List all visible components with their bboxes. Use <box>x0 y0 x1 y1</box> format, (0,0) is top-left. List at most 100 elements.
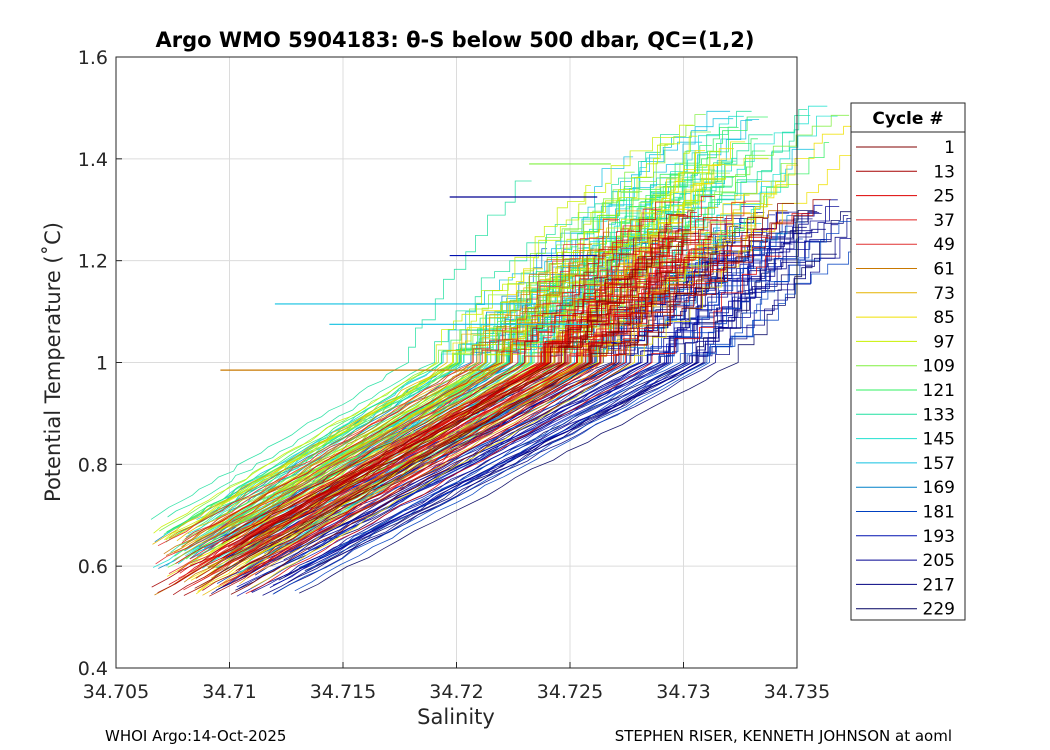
profile-curve <box>298 238 803 569</box>
profile-curve <box>304 263 777 571</box>
profile-curve <box>202 231 610 544</box>
profile-curve <box>195 262 727 579</box>
footer-credits: STEPHEN RISER, KENNETH JOHNSON at aoml <box>615 727 952 745</box>
profile-curve <box>245 163 798 555</box>
legend-label: 145 <box>923 430 955 450</box>
x-tick-label: 34.71 <box>202 681 256 703</box>
legend-label: 169 <box>923 478 955 498</box>
legend-label: 25 <box>933 187 955 207</box>
profile-curve <box>159 171 635 532</box>
profile-curve <box>251 224 839 593</box>
profile-curve <box>181 201 681 544</box>
profile-curve <box>157 220 655 547</box>
legend-label: 73 <box>933 284 955 304</box>
legend-label: 1 <box>944 138 955 158</box>
profile-curve <box>222 237 769 587</box>
legend-label: 229 <box>923 600 955 620</box>
profile-curve <box>250 224 867 593</box>
profile-curve <box>157 233 697 594</box>
legend-entries: 1 13 25 37 49 61 73 85 97 109 121 133 145 157 169 181 19… <box>856 138 955 620</box>
profile-curve <box>150 180 532 520</box>
profile-curve <box>250 116 885 589</box>
profile-curve <box>272 240 819 586</box>
profile-curve <box>226 230 692 542</box>
y-tick-label: 1 <box>96 353 108 375</box>
profile-curve <box>184 244 586 540</box>
profile-curve <box>236 150 766 532</box>
profile-curve <box>164 144 669 541</box>
profile-curve <box>169 191 643 532</box>
profile-curve <box>170 268 543 539</box>
x-tick-label: 34.73 <box>656 681 710 703</box>
profile-curve <box>227 237 656 548</box>
chart-title: Argo WMO 5904183: θ-S below 500 dbar, QC… <box>156 28 755 52</box>
profile-curve <box>230 203 795 595</box>
profile-curve <box>165 220 618 556</box>
profile-curve <box>153 137 676 534</box>
profile-curve <box>177 235 687 573</box>
profile-curve <box>205 114 850 533</box>
profile-curve <box>236 204 823 588</box>
legend: Cycle # 1 13 25 37 49 61 73 85 97 109 121 133 145 157… <box>850 102 966 621</box>
profile-curve <box>241 223 733 539</box>
profile-curve <box>272 221 856 595</box>
profile-curve <box>179 195 715 574</box>
profile-curve <box>194 216 764 589</box>
profile-curve <box>245 255 782 595</box>
profile-curve <box>207 150 721 531</box>
legend-box <box>850 102 966 621</box>
profile-curve <box>232 247 639 547</box>
profile-curve <box>183 265 681 596</box>
legend-label: 121 <box>923 381 955 401</box>
profile-curve <box>188 124 694 549</box>
profile-curve <box>273 213 822 594</box>
legend-label: 37 <box>933 211 955 231</box>
profile-curve <box>227 186 672 528</box>
legend-label: 205 <box>923 551 955 571</box>
profile-curve <box>184 208 661 550</box>
profile-curve <box>209 262 687 597</box>
profile-curve <box>235 211 818 591</box>
profile-curve <box>238 218 768 562</box>
footer-date: WHOI Argo:14-Oct-2025 <box>105 727 286 745</box>
x-tick-label: 34.705 <box>83 681 149 703</box>
profile-curve <box>186 226 672 575</box>
profile-curve <box>243 213 810 574</box>
profile-curve <box>235 240 764 572</box>
profile-curve <box>218 232 737 588</box>
y-tick-label: 0.4 <box>78 658 108 680</box>
x-tick-label: 34.715 <box>310 681 376 703</box>
profile-curve <box>269 243 793 588</box>
profile-curve <box>209 257 709 577</box>
profile-curve <box>226 255 607 537</box>
y-tick-label: 1.2 <box>78 251 108 273</box>
profile-curve <box>172 242 706 596</box>
y-axis-ticks: 0.4 0.6 0.8 1 1.2 1.4 1.6 <box>78 47 122 680</box>
legend-label: 109 <box>923 357 955 377</box>
curves <box>150 105 885 597</box>
legend-label: 217 <box>923 575 955 595</box>
legend-label: 193 <box>923 527 955 547</box>
legend-title: Cycle # <box>872 109 943 129</box>
profile-curve <box>215 145 712 520</box>
legend-label: 13 <box>933 162 955 182</box>
x-axis-ticks: 34.705 34.71 34.715 34.72 34.725 34.73 34.735 <box>83 662 830 703</box>
y-tick-label: 1.4 <box>78 149 108 171</box>
y-axis-label: Potential Temperature (˚C) <box>41 222 65 502</box>
x-axis-label: Salinity <box>417 705 495 729</box>
legend-label: 97 <box>933 332 955 352</box>
profile-curve <box>152 250 594 545</box>
profile-curve <box>167 134 680 518</box>
profile-curve <box>202 199 831 591</box>
legend-label: 157 <box>923 454 955 474</box>
legend-label: 133 <box>923 405 955 425</box>
profile-curve <box>215 110 752 519</box>
x-tick-label: 34.72 <box>429 681 483 703</box>
legend-label: 85 <box>933 308 955 328</box>
profile-curve <box>155 229 634 565</box>
legend-label: 61 <box>933 260 955 280</box>
y-tick-label: 0.8 <box>78 454 108 476</box>
profile-curve <box>304 239 826 573</box>
legend-label: 49 <box>933 235 955 255</box>
